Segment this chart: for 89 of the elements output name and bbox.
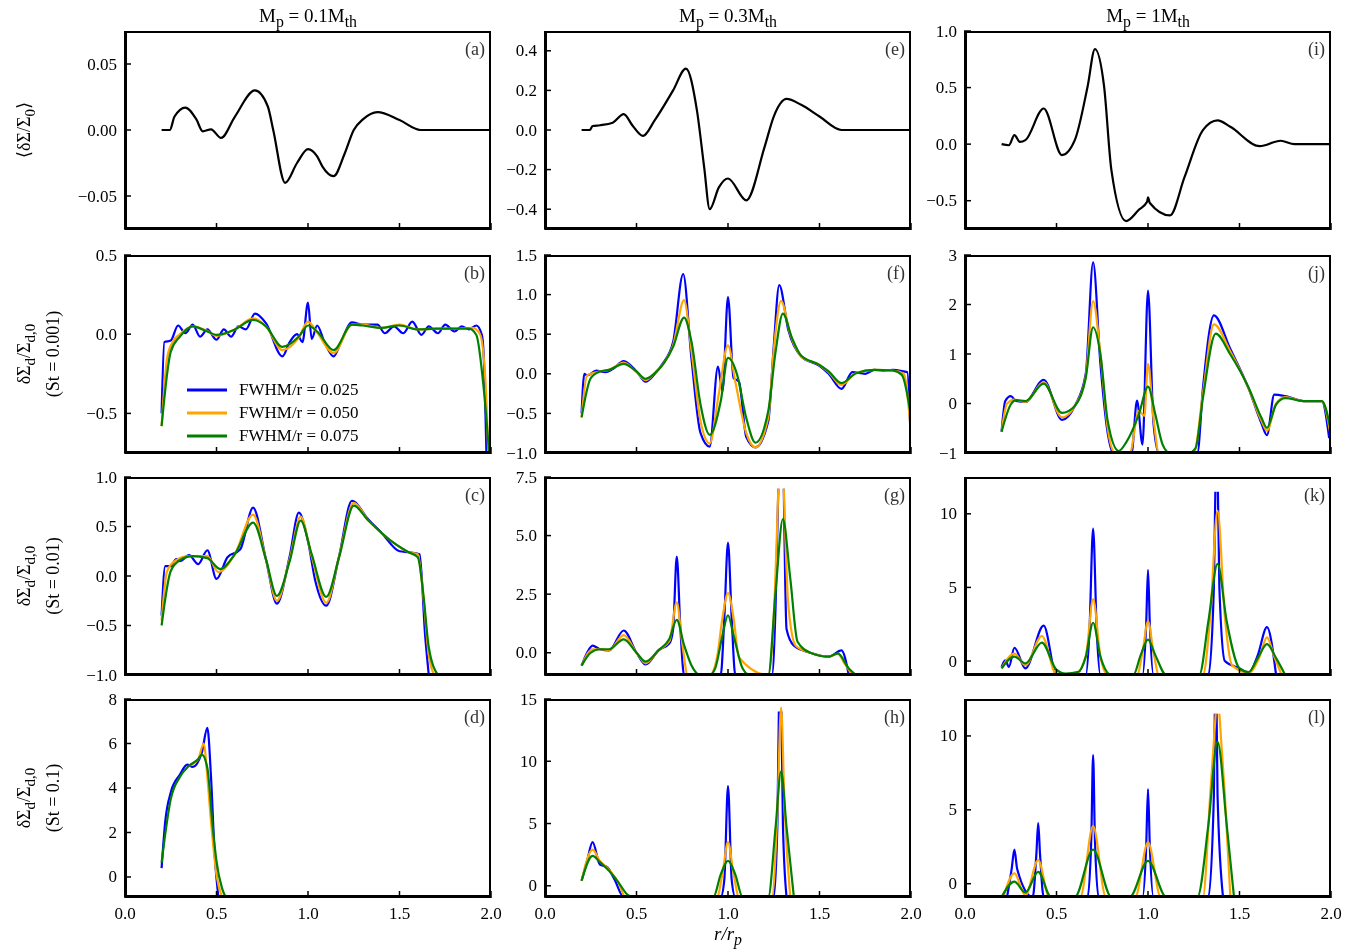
annotation: (l) (1308, 707, 1325, 727)
y-tick-label: 2.5 (515, 584, 537, 604)
x-tick-label: 2.0 (1320, 903, 1342, 923)
y-tick-label: 0 (948, 874, 957, 894)
legend-label: FWHM/r = 0.075 (239, 425, 359, 446)
annotation: (h) (884, 707, 905, 727)
annotation: (d) (464, 707, 485, 727)
y-tick-label: 0 (528, 876, 537, 896)
x-tick-label: 1.5 (388, 903, 411, 923)
chart-title: M$_{p}$ = 0.3M$_{th}$ (679, 5, 777, 30)
annotation: (j) (1308, 263, 1325, 283)
y-tick-label: 0.2 (515, 80, 537, 100)
y-tick-label: −1 (938, 443, 957, 463)
y-tick-label: 1.0 (515, 285, 537, 305)
y-tick-label: 0.5 (515, 324, 537, 344)
y-tick-label: 0.0 (515, 120, 537, 140)
y-tick-label: −1.0 (506, 443, 537, 463)
y-tick-label: 0.00 (87, 120, 117, 140)
line-series (160, 89, 491, 184)
y-tick-label: 0.05 (87, 54, 117, 74)
y-tick-label: 0.0 (515, 364, 537, 384)
y-tick-label: −1.0 (86, 665, 117, 685)
annotation: (a) (465, 39, 485, 59)
y-tick-label: 6 (108, 733, 117, 753)
annotation: (c) (465, 485, 485, 505)
legend-label: FWHM/r = 0.050 (239, 402, 359, 423)
y-tick-label: 5.0 (515, 526, 537, 546)
y-tick-label: 0.0 (95, 566, 117, 586)
y-tick-label: 10 (940, 726, 957, 746)
y-tick-label: 15 (520, 689, 537, 709)
y-tick-label: 0.0 (935, 134, 957, 154)
legend-label: FWHM/r = 0.025 (239, 379, 359, 400)
y-tick-label: 5 (528, 814, 537, 834)
x-tick-label: 1.5 (808, 903, 831, 923)
y-tick-label: −0.5 (86, 616, 117, 635)
x-tick-label: 0.5 (205, 903, 228, 923)
x-tick-label: 2.0 (900, 903, 922, 923)
y-tick-label: 0.4 (515, 41, 538, 61)
y-tick-label: 10 (520, 751, 537, 771)
x-axis-title: r/r$_{p}$ (714, 923, 742, 948)
chart-title: M$_{p}$ = 0.1M$_{th}$ (259, 5, 357, 30)
y-tick-label: 0 (948, 651, 957, 671)
y-tick-label: 2 (948, 295, 957, 314)
y-tick-label: 0.5 (95, 245, 117, 265)
y-tick-label: 0.5 (935, 78, 957, 98)
x-tick-label: 2.0 (480, 903, 502, 923)
line-series (160, 753, 227, 897)
y-tick-label: 1.5 (515, 245, 537, 265)
y-tick-label: 0 (108, 867, 117, 887)
annotation: (k) (1304, 485, 1325, 505)
y-tick-label: 7.5 (515, 467, 537, 487)
x-tick-label: 0.5 (1045, 903, 1068, 923)
x-tick-label: 0.5 (625, 903, 648, 923)
y-tick-label: 1.0 (95, 467, 117, 487)
y-tick-label: −0.5 (86, 403, 117, 423)
y-tick-label: −0.5 (506, 403, 537, 423)
y-tick-label: 0 (948, 394, 957, 413)
x-tick-label: 1.0 (1137, 903, 1159, 923)
annotation: (g) (884, 485, 905, 505)
annotation: (e) (885, 39, 905, 59)
y-tick-label: 8 (108, 689, 117, 709)
chart-title: M$_{p}$ = 1M$_{th}$ (1106, 5, 1190, 30)
y-tick-label: 5 (948, 800, 957, 820)
y-tick-label: 0.5 (95, 517, 117, 536)
y-tick-label: 5 (948, 577, 957, 597)
line-series (1000, 299, 1331, 453)
x-tick-label: 1.5 (1228, 903, 1251, 923)
line-series (1000, 740, 1236, 897)
annotation: (f) (887, 263, 905, 283)
x-tick-label: 1.0 (717, 903, 739, 923)
y-tick-label: 3 (948, 245, 957, 265)
y-tick-label: 1 (948, 344, 957, 364)
annotation: (b) (464, 263, 485, 283)
y-tick-label: 2 (108, 822, 117, 842)
y-tick-label: −0.5 (926, 191, 957, 211)
y-tick-label: −0.05 (77, 186, 117, 206)
y-tick-label: 10 (940, 504, 957, 524)
line-series (580, 518, 858, 675)
y-tick-label: −0.4 (506, 199, 538, 219)
line-series (1000, 326, 1331, 453)
annotation: (i) (1308, 39, 1325, 59)
line-series (1000, 562, 1287, 675)
y-tick-label: 0.0 (95, 324, 117, 344)
y-tick-label: 4 (108, 778, 118, 798)
y-tick-label: 0.0 (515, 643, 537, 663)
line-series (580, 67, 911, 211)
y-tick-label: −0.2 (506, 160, 537, 180)
y-tick-label: 1.0 (935, 21, 957, 41)
x-tick-label: 1.0 (297, 903, 319, 923)
